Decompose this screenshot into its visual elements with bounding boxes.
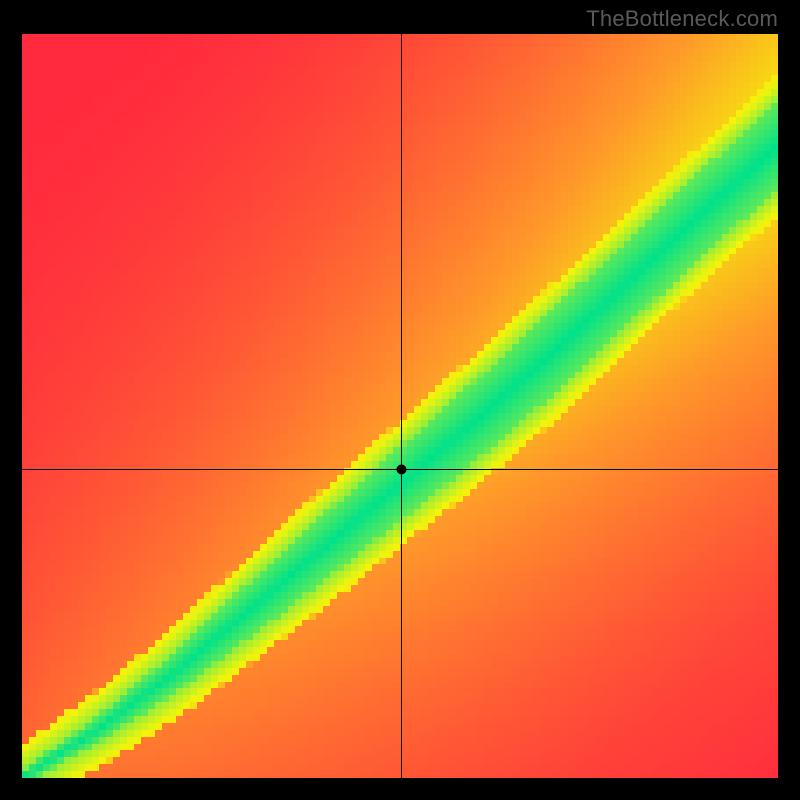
bottleneck-heatmap — [22, 34, 778, 778]
chart-container: TheBottleneck.com — [0, 0, 800, 800]
watermark-text: TheBottleneck.com — [586, 6, 778, 32]
